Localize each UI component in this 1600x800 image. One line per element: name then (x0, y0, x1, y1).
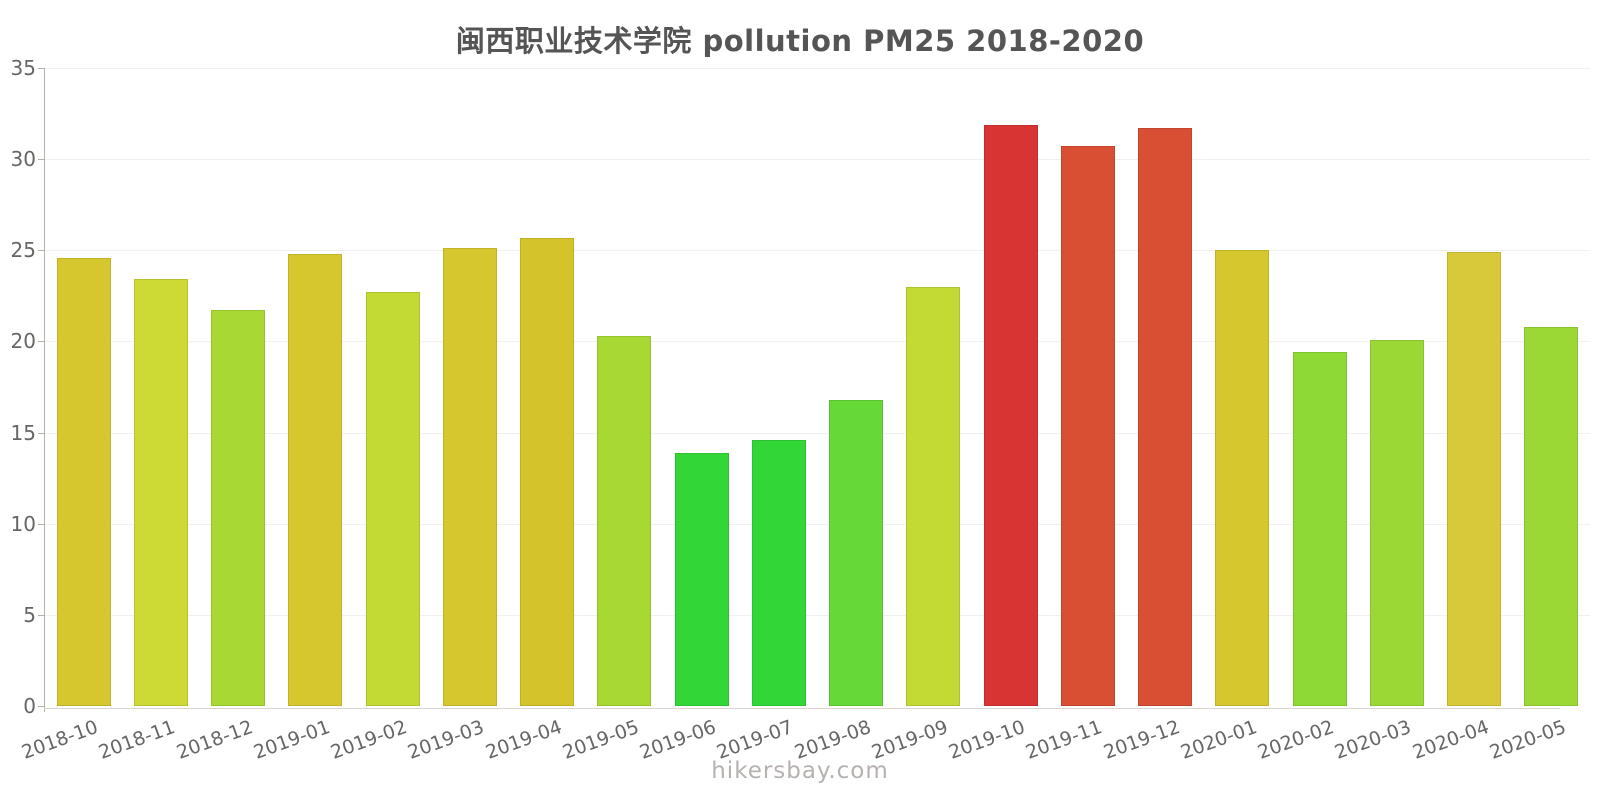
x-axis-label: 2019-04 (482, 716, 565, 764)
y-axis-label: 20 (10, 329, 36, 354)
bar-2020-02 (1292, 352, 1347, 706)
bar-2019-04 (520, 237, 575, 706)
y-axis-label: 30 (10, 147, 36, 172)
bar-2018-11 (133, 279, 188, 706)
y-axis-label: 35 (10, 56, 36, 80)
y-axis-tick (38, 68, 45, 69)
y-axis-tick (38, 614, 45, 616)
bar-2019-01 (288, 253, 343, 706)
gridline-y5 (45, 614, 1590, 616)
x-axis-label: 2018-10 (19, 716, 102, 764)
bar-2019-09 (906, 286, 961, 706)
y-axis-tick (38, 159, 45, 161)
bar-2020-05 (1524, 326, 1579, 706)
x-axis-label: 2020-05 (1486, 716, 1569, 764)
x-axis-label: 2019-12 (1100, 716, 1183, 764)
bar-2019-06 (674, 452, 729, 706)
x-axis-label: 2019-07 (714, 716, 797, 764)
chart-title: 闽西职业技术学院 pollution PM25 2018-2020 (455, 24, 1145, 58)
gridline-y30 (45, 159, 1590, 161)
bar-2019-03 (442, 248, 497, 706)
gridline-y35 (45, 68, 1590, 69)
x-axis-label: 2019-03 (405, 716, 488, 764)
gridline-y20 (45, 341, 1590, 343)
y-axis-line (44, 68, 45, 712)
x-axis-label: 2020-03 (1332, 716, 1415, 764)
x-axis-label: 2019-01 (250, 716, 333, 764)
x-axis-label: 2020-02 (1255, 716, 1338, 764)
x-axis-label: 2020-01 (1177, 716, 1260, 764)
bar-2019-07 (751, 439, 806, 706)
x-axis-label: 2018-12 (173, 716, 256, 764)
x-axis-label: 2019-06 (637, 716, 720, 764)
y-axis-tick (38, 250, 45, 252)
bar-2018-10 (56, 257, 111, 706)
bar-2019-11 (1060, 146, 1115, 706)
gridline-y15 (45, 432, 1590, 434)
plot-area (45, 68, 1590, 706)
y-axis-tick (38, 706, 45, 707)
y-axis-label: 5 (23, 602, 36, 627)
gridline-y25 (45, 250, 1590, 252)
x-axis-label: 2018-11 (96, 716, 179, 764)
y-axis-tick (38, 432, 45, 434)
x-axis-label: 2019-02 (328, 716, 411, 764)
gridline-y10 (45, 523, 1590, 525)
x-axis-label: 2019-11 (1023, 716, 1106, 764)
bar-2020-03 (1369, 339, 1424, 706)
bar-2019-08 (829, 399, 884, 706)
y-axis-tick (38, 523, 45, 525)
bar-2019-10 (983, 124, 1038, 706)
y-axis-tick (38, 341, 45, 343)
bar-2019-05 (597, 335, 652, 706)
x-axis-label: 2019-08 (791, 716, 874, 764)
bar-2020-01 (1215, 250, 1270, 706)
x-axis-label: 2019-10 (946, 716, 1029, 764)
x-axis-label: 2020-04 (1409, 716, 1492, 764)
y-axis-label: 10 (10, 511, 36, 536)
watermark-text: hikersbay.com (711, 758, 889, 784)
x-axis-label: 2019-09 (868, 716, 951, 764)
bar-2019-12 (1138, 128, 1193, 706)
y-axis-label: 25 (10, 238, 36, 263)
x-axis-line (44, 708, 1560, 709)
bar-2018-12 (211, 310, 266, 706)
y-axis-label: 15 (10, 420, 36, 445)
bar-2020-04 (1447, 252, 1502, 706)
bar-2019-02 (365, 292, 420, 706)
x-axis-label: 2019-05 (559, 716, 642, 764)
y-axis-label: 0 (23, 694, 36, 718)
